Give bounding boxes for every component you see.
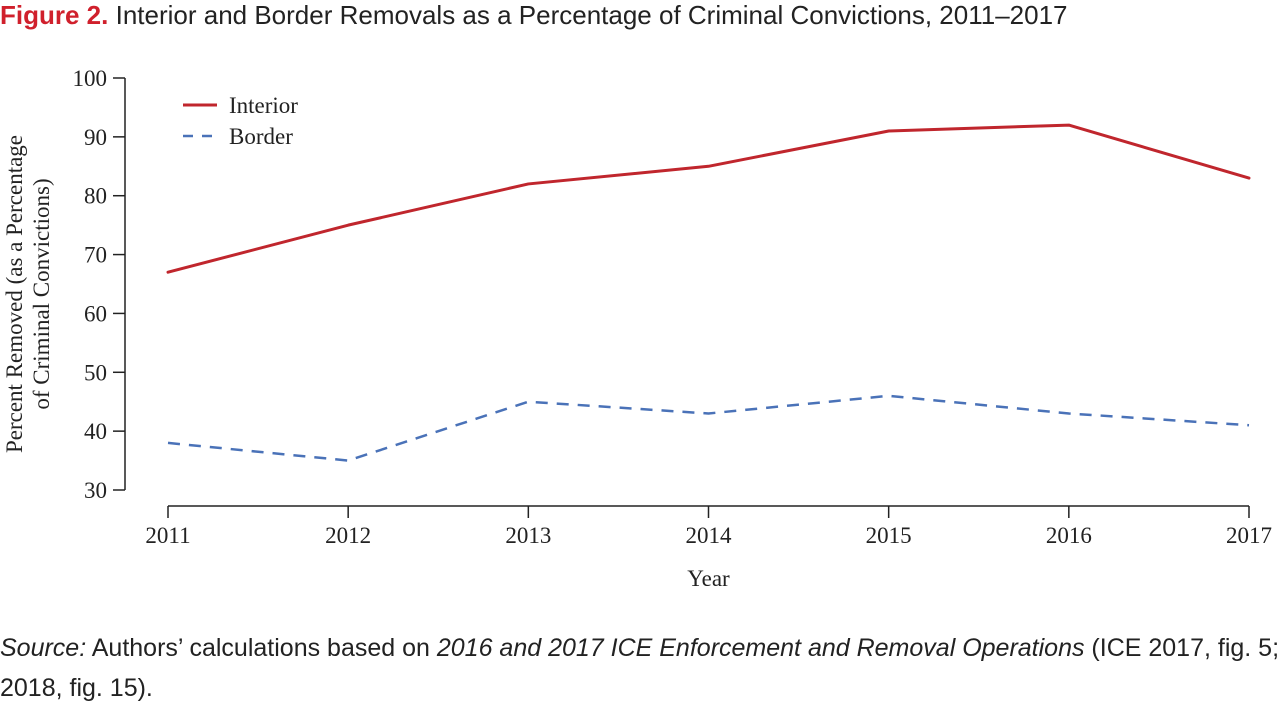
y-tick-label: 60 (84, 301, 107, 326)
figure-label: Figure 2. (0, 0, 109, 30)
x-tick-label: 2011 (145, 523, 190, 548)
series-line-border (167, 394, 1250, 462)
y-tick-label: 90 (84, 125, 107, 150)
x-tick-label: 2015 (866, 523, 912, 548)
source-report-title: 2016 and 2017 ICE Enforcement and Remova… (436, 634, 1085, 662)
figure-title-text: Interior and Border Removals as a Percen… (115, 0, 1068, 30)
x-tick-label: 2012 (325, 523, 371, 548)
x-axis-title: Year (687, 566, 730, 591)
figure-title: Figure 2. Interior and Border Removals a… (0, 0, 1068, 30)
y-axis-title-line: Percent Removed (as a Percentage (2, 135, 27, 453)
y-tick-label: 40 (84, 419, 107, 444)
y-tick-label: 50 (84, 360, 107, 385)
y-tick-label: 30 (84, 478, 107, 503)
y-axis-title-line: of Criminal Convictions) (29, 178, 54, 409)
series-line-interior (166, 123, 1251, 274)
legend-label-interior: Interior (229, 93, 298, 118)
x-tick-label: 2014 (686, 523, 733, 548)
legend-label-border: Border (229, 124, 293, 149)
source-text-2: (ICE 2017, fig. 5; 2018, fig. 15). (0, 634, 1280, 702)
y-tick-label: 80 (84, 184, 107, 209)
source-prefix: Source: (0, 634, 87, 662)
line-chart: 30 40 50 60 70 80 90 100 2011 2012 2013 2014 2015 201… (2, 66, 1272, 591)
source-note: Source: Authors’ calculations based on 2… (0, 628, 1280, 708)
y-tick-label: 100 (73, 66, 108, 91)
source-text-1: Authors’ calculations based on (86, 634, 437, 662)
x-tick-label: 2013 (505, 523, 551, 548)
x-tick-label: 2017 (1226, 523, 1272, 548)
x-tick-label: 2016 (1046, 523, 1092, 548)
y-tick-label: 70 (84, 243, 107, 268)
